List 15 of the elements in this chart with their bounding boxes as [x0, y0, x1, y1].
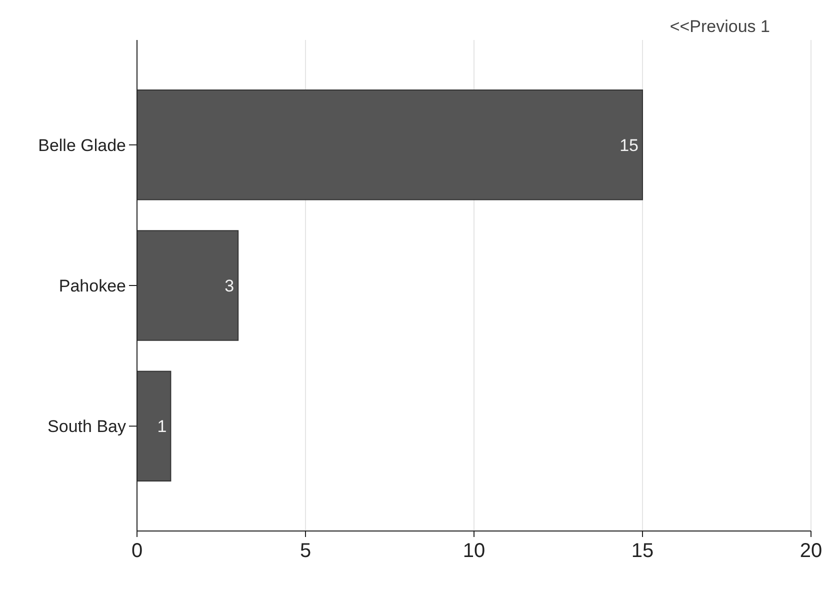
y-tick-label: Pahokee: [58, 276, 126, 296]
data-label: 3: [224, 276, 234, 296]
data-label: 1: [157, 417, 167, 436]
bar: [136, 230, 239, 341]
text: <<Previous 1: [670, 17, 770, 36]
x-tick-label: 10: [462, 540, 486, 562]
bar: [136, 370, 172, 482]
y-tick-label: Belle Glade: [38, 136, 126, 155]
data-label: 15: [620, 136, 638, 155]
x-tick-label: 15: [631, 540, 654, 562]
x-tick-label: 5: [300, 540, 312, 562]
y-tick-label: South Bay: [48, 417, 126, 436]
x-tick-label: 20: [800, 540, 822, 562]
bar: [136, 90, 643, 200]
x-tick-label: 0: [131, 540, 143, 562]
